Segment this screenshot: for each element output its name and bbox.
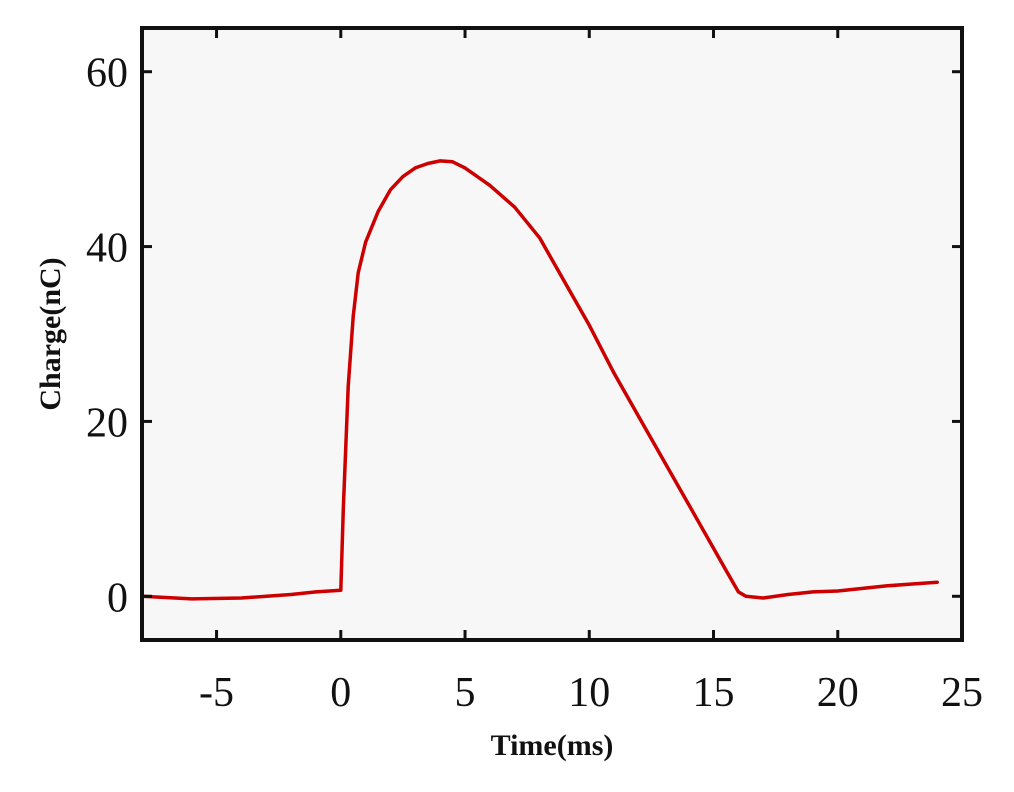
plot-frame (140, 26, 964, 642)
x-tick-label: 0 (330, 670, 351, 716)
y-tick-label: 40 (86, 226, 128, 272)
x-axis-ticks: -5 0 5 10 15 20 25 (199, 28, 983, 716)
y-tick-label: 0 (107, 575, 128, 621)
y-tick-label: 20 (86, 400, 128, 446)
y-tick-label: 60 (86, 51, 128, 97)
y-axis-label: Charge(nC) (34, 257, 67, 410)
y-axis-ticks: 0 20 40 60 (86, 51, 962, 621)
x-axis-label: Time(ms) (491, 729, 614, 762)
x-tick-label: -5 (199, 670, 234, 716)
x-tick-label: 25 (941, 670, 983, 716)
x-tick-label: 15 (693, 670, 735, 716)
plot-area (142, 28, 962, 640)
x-tick-label: 5 (455, 670, 476, 716)
charge-series-line (140, 159, 939, 601)
x-tick-label: 10 (568, 670, 610, 716)
x-tick-label: 20 (817, 670, 859, 716)
